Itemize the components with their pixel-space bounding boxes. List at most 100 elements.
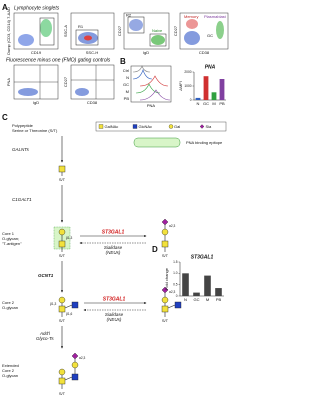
enzyme-label: GCNT1 [38,273,54,278]
site-label: S/T [162,318,169,323]
x-tick-label: GC [203,101,209,106]
bar [195,97,201,100]
panel-title: Lymphocyte singlets [14,5,60,11]
y-tick-label: 0.5 [173,283,178,287]
structure-label: "T-antigen" [2,241,22,246]
population-label: GC [207,33,213,38]
structure-label: Extended [2,363,19,368]
legend-label: Gal [174,124,180,129]
axis-label: IgD [143,50,149,55]
bar [182,273,189,296]
legend-label: GalNAc [105,124,119,129]
chart-title: ST3GAL1 [191,254,214,260]
enzyme-label: Sialidase [104,245,123,250]
row-label: Ctrl [123,68,129,73]
legend-label: GlcNAc [139,124,153,129]
row-label: N [126,75,129,80]
axis-label: CD27 [173,25,178,36]
axis-label: PNA [147,103,156,108]
axis-label: CD38 [199,50,210,55]
site-label: S/T [59,391,66,396]
bar-chart: ST3GAL1 Fold change 0 0.5 1.0 1.5 N GC M PB [164,254,224,302]
enzyme-label: GALNTs [12,147,30,152]
histogram: Ctrl N GC M PB PNA [123,65,172,108]
x-tick-label: N [184,297,187,302]
x-tick-label: PB [216,297,222,302]
legend: GalNAc GlcNAc Gal Sia [95,121,227,132]
site-label: S/T [59,318,66,323]
linkage-label: α2,3 [169,290,176,294]
flow-plot: Plasmablast Memory GC CD27 CD38 [173,12,229,55]
site-label: S/T [162,253,169,258]
y-tick-label: 1000 [184,84,191,88]
enzyme-label: (NEUs) [106,250,121,255]
linkage-label: β1,6 [66,312,72,316]
flow-plot: PNA IgD [6,64,59,105]
epitope-label: PNA binding epitope [186,140,223,145]
linkage-label: β1,3 [66,236,72,240]
linkage-label: α2,3 [79,356,86,360]
flow-plot: CD27 CD38 [63,64,115,105]
row-label: GC [123,82,129,87]
enzyme-label: Glyco-Ts [36,336,54,341]
x-tick-label: M [206,297,209,302]
figure: A Lymphocyte singlets Dump (CD3, CD14) 7… [2,3,229,396]
flow-plot: R1 SSC-A SSC-H [63,12,115,55]
structure-label: Core 2 [2,368,15,373]
structure-label: O-glycan [2,373,18,378]
population-label: Plasmablast [204,14,227,19]
population-label: Naive [152,28,163,33]
population-label: Memory [184,14,198,19]
bar [215,288,222,296]
y-tick-label: 2000 [184,70,191,74]
bar-chart: PNA ΔMFI 0 1000 2000 N GC M PB [178,64,226,106]
gate-label: R2 [126,13,132,18]
structure-label: O-glycan [2,305,18,310]
axis-label: SSC-A [63,25,68,38]
y-tick-label: 0 [176,294,178,298]
axis-label: CD27 [117,25,122,36]
axis-label: CD38 [87,100,98,105]
bar [204,275,211,296]
row-label: M [126,89,129,94]
axis-label: PNA [6,78,11,87]
axis-label: CD19 [31,50,42,55]
panel-label: B [120,57,126,66]
x-tick-label: PB [219,101,225,106]
flow-plot: Dump (CD3, CD14) 7-AAD CD19 [6,7,59,55]
panel-label: C [2,113,8,122]
panel-label: D [152,245,158,254]
bar [193,292,200,296]
x-tick-label: GC [194,297,200,302]
linkage-label: α2,3 [169,224,176,228]
epitope-key [133,137,181,148]
row-label: PB [124,96,130,101]
site-label: S/T [59,253,66,258]
enzyme-label: Sialidase [105,312,124,317]
section-title: Fluorescence minus one (FMO) gating cont… [6,57,111,63]
structure-label: O-glycan; [2,236,19,241]
axis-label: IgD [33,100,39,105]
flow-plot: R2 Naive CD27 IgD [117,13,170,55]
axis-label: Dump (CD3, CD14) 7-AAD [6,7,11,55]
structure-label: Core 2 [2,300,15,305]
bar [211,92,217,100]
axis-label: SSC-H [86,50,99,55]
bar [219,79,225,100]
enzyme-label: (NEUs) [107,317,122,322]
x-tick-label: M [212,101,215,106]
legend-label: Sia [206,124,213,129]
site-label: S/T [59,177,66,182]
structure-label: Core 1 [2,231,15,236]
axis-label: CD27 [63,76,68,87]
y-tick-label: 1.5 [173,260,178,264]
axis-label: Fold change [164,267,169,290]
enzyme-label: ST3GAL1 [103,296,126,302]
panel-label: A [2,3,8,12]
linkage-label: β1,3 [50,302,56,306]
y-tick-label: 0 [190,98,192,102]
axis-label: ΔMFI [178,81,183,91]
intro-text: Serine or Threonine (S/T) [12,128,58,133]
chart-title: PNA [205,64,216,70]
enzyme-label: Add'l [39,331,51,336]
